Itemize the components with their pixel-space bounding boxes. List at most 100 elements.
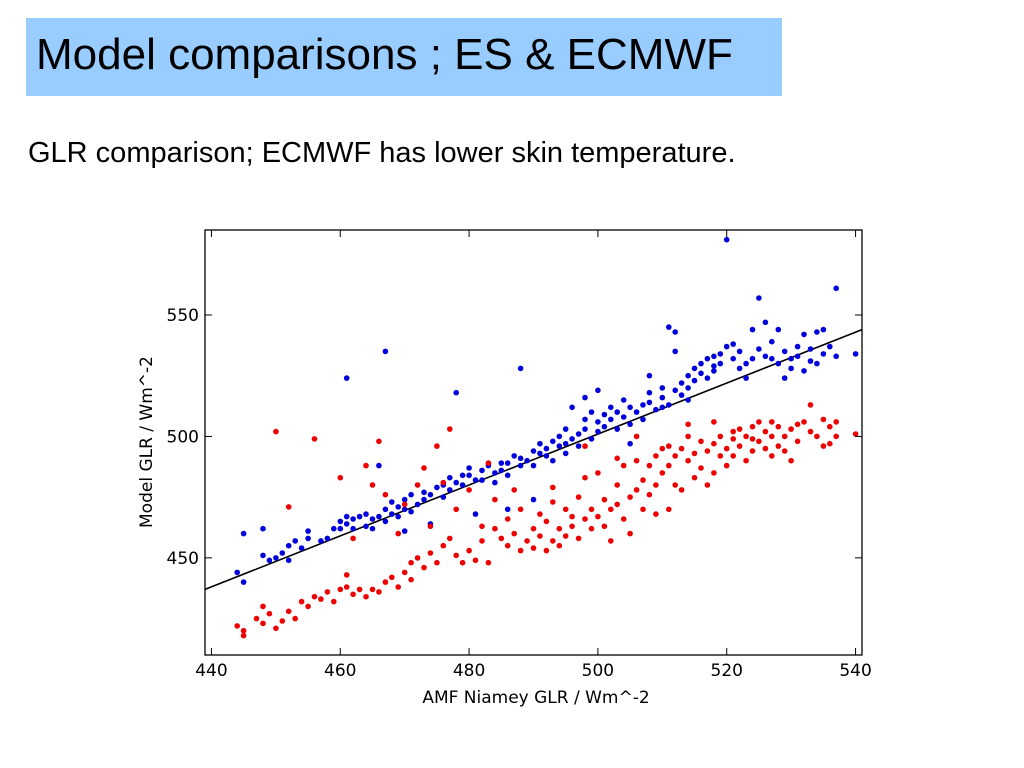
data-point bbox=[562, 440, 569, 447]
data-point bbox=[794, 438, 801, 445]
data-point bbox=[324, 589, 331, 595]
data-point bbox=[627, 530, 633, 537]
data-point bbox=[492, 525, 498, 532]
data-point bbox=[285, 542, 292, 549]
data-point bbox=[356, 586, 363, 593]
data-point bbox=[582, 416, 588, 423]
data-point bbox=[614, 501, 620, 508]
data-point bbox=[749, 423, 756, 430]
data-point bbox=[550, 499, 556, 505]
data-point bbox=[775, 443, 782, 449]
data-point bbox=[659, 385, 666, 391]
data-point bbox=[769, 433, 775, 440]
data-point bbox=[466, 465, 472, 471]
data-point bbox=[440, 494, 447, 500]
data-point bbox=[620, 462, 627, 469]
data-point bbox=[698, 438, 704, 445]
data-point bbox=[730, 341, 736, 347]
data-point bbox=[331, 598, 337, 605]
data-point bbox=[762, 319, 769, 326]
data-point bbox=[550, 538, 556, 544]
data-point bbox=[472, 477, 479, 483]
data-point bbox=[273, 428, 279, 435]
x-tick-label: 460 bbox=[324, 661, 356, 681]
data-point bbox=[685, 397, 691, 403]
data-point bbox=[511, 487, 517, 493]
data-point bbox=[498, 460, 505, 466]
data-point bbox=[691, 377, 698, 384]
data-point bbox=[550, 484, 556, 491]
data-point bbox=[704, 355, 711, 362]
data-point bbox=[704, 448, 711, 454]
data-point bbox=[376, 589, 382, 595]
data-point bbox=[698, 465, 704, 471]
data-point bbox=[395, 504, 402, 510]
data-point bbox=[337, 518, 344, 525]
data-point bbox=[363, 523, 369, 530]
data-point bbox=[543, 518, 550, 525]
data-point bbox=[266, 557, 273, 564]
data-point bbox=[421, 564, 427, 571]
data-point bbox=[723, 236, 730, 243]
data-point bbox=[807, 428, 814, 435]
series-1 bbox=[234, 402, 859, 639]
data-point bbox=[769, 338, 775, 345]
points-layer bbox=[234, 236, 859, 639]
regression-line bbox=[204, 328, 863, 591]
data-point bbox=[408, 559, 414, 566]
data-point bbox=[550, 457, 556, 464]
data-point bbox=[440, 479, 447, 486]
data-point bbox=[363, 462, 369, 469]
data-point bbox=[588, 525, 595, 532]
data-point bbox=[711, 440, 717, 447]
data-point bbox=[292, 538, 299, 544]
slide-title: Model comparisons ; ES & ECMWF bbox=[36, 30, 733, 79]
data-point bbox=[833, 285, 839, 292]
data-point bbox=[608, 538, 614, 544]
data-point bbox=[447, 535, 453, 542]
data-point bbox=[562, 450, 569, 457]
data-point bbox=[376, 438, 382, 445]
data-point bbox=[401, 501, 408, 508]
x-tick-label: 500 bbox=[582, 661, 614, 681]
data-point bbox=[814, 329, 820, 335]
data-point bbox=[775, 423, 782, 430]
data-point bbox=[240, 579, 247, 585]
data-point bbox=[646, 372, 653, 379]
data-point bbox=[504, 542, 511, 549]
data-point bbox=[704, 482, 711, 488]
data-point bbox=[691, 450, 698, 457]
data-point bbox=[414, 501, 421, 508]
data-point bbox=[698, 360, 704, 367]
data-point bbox=[492, 470, 498, 476]
data-point bbox=[820, 443, 827, 449]
data-point bbox=[382, 348, 389, 355]
data-point bbox=[569, 513, 575, 520]
data-point bbox=[794, 421, 801, 428]
data-point bbox=[382, 506, 389, 513]
data-point bbox=[588, 506, 595, 513]
x-tick-label: 540 bbox=[839, 661, 871, 681]
data-point bbox=[633, 457, 640, 464]
data-point bbox=[743, 375, 749, 381]
data-point bbox=[337, 586, 344, 593]
data-point bbox=[498, 535, 505, 542]
data-point bbox=[517, 506, 524, 513]
data-point bbox=[794, 353, 801, 360]
data-point bbox=[711, 363, 717, 369]
data-point bbox=[311, 593, 318, 600]
data-point bbox=[595, 513, 601, 520]
data-point bbox=[691, 474, 698, 481]
data-point bbox=[382, 579, 389, 585]
data-point bbox=[421, 465, 427, 471]
data-point bbox=[530, 462, 537, 469]
y-tick-label: 450 bbox=[167, 549, 199, 569]
data-point bbox=[556, 525, 563, 532]
data-point bbox=[504, 506, 511, 513]
data-point bbox=[504, 516, 511, 522]
data-point bbox=[582, 394, 588, 401]
data-point bbox=[324, 535, 331, 542]
data-point bbox=[305, 603, 311, 610]
data-point bbox=[524, 538, 530, 544]
data-point bbox=[666, 324, 672, 330]
